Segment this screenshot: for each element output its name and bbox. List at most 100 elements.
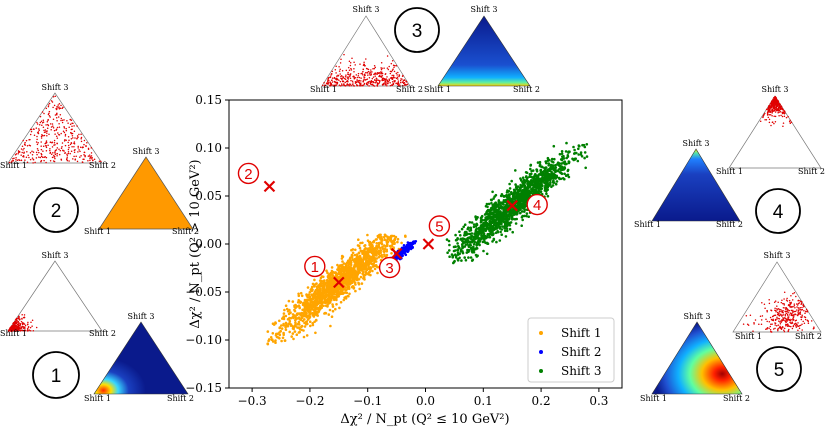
inset-point bbox=[69, 152, 71, 155]
data-point bbox=[307, 305, 310, 309]
data-point bbox=[364, 262, 368, 266]
legend-label-shift-2: Shift 2 bbox=[561, 345, 602, 359]
data-point bbox=[343, 280, 347, 283]
inset-point bbox=[71, 146, 73, 148]
data-point bbox=[486, 232, 490, 236]
data-point bbox=[542, 178, 546, 181]
inset-point bbox=[17, 321, 20, 323]
inset-point bbox=[339, 80, 342, 83]
data-point bbox=[278, 333, 282, 337]
data-point bbox=[390, 252, 393, 255]
data-point bbox=[474, 218, 478, 221]
inset-point bbox=[787, 314, 789, 317]
data-point bbox=[580, 155, 584, 158]
data-point bbox=[536, 161, 540, 164]
inset-point bbox=[762, 115, 764, 118]
data-point bbox=[463, 256, 467, 259]
data-point bbox=[284, 325, 287, 329]
inset-point bbox=[29, 158, 32, 161]
data-point bbox=[539, 169, 542, 172]
inset-point bbox=[778, 103, 781, 106]
data-point bbox=[505, 205, 508, 208]
inset-point bbox=[774, 300, 777, 302]
inset-2-heat-triangle: Shift 3 Shift 1 Shift 2 bbox=[84, 147, 199, 236]
inset-point bbox=[340, 75, 342, 78]
inset-point bbox=[779, 322, 782, 325]
inset-point bbox=[793, 291, 796, 294]
inset-point bbox=[363, 78, 365, 80]
inset-point bbox=[69, 118, 71, 121]
inset-point bbox=[347, 66, 350, 69]
inset-point bbox=[73, 141, 76, 143]
inset-point bbox=[47, 119, 49, 121]
inset-point bbox=[774, 96, 776, 98]
inset-point bbox=[366, 82, 369, 84]
data-point bbox=[457, 252, 460, 256]
inset-point bbox=[791, 321, 793, 323]
inset-point bbox=[58, 103, 61, 105]
data-point bbox=[361, 241, 364, 245]
inset-point bbox=[367, 68, 370, 71]
data-point bbox=[380, 239, 384, 242]
inset-point bbox=[22, 139, 24, 142]
inset-point bbox=[340, 83, 343, 85]
data-point bbox=[564, 174, 568, 177]
data-point bbox=[481, 240, 485, 244]
x-tick-label: 0.1 bbox=[474, 394, 493, 408]
inset-point bbox=[56, 119, 58, 122]
inset-point bbox=[28, 144, 31, 146]
inset-point bbox=[773, 122, 775, 125]
inset-point bbox=[372, 83, 374, 85]
inset-point bbox=[766, 113, 769, 116]
data-point bbox=[377, 255, 381, 259]
inset-point bbox=[335, 78, 337, 81]
data-point bbox=[303, 318, 306, 321]
inset-2-scatter-triangle: Shift 3 Shift 1 Shift 2 bbox=[0, 83, 116, 170]
data-point bbox=[308, 311, 312, 315]
inset-point bbox=[90, 152, 93, 154]
inset-point bbox=[355, 74, 358, 76]
inset-point bbox=[67, 136, 70, 138]
data-point bbox=[482, 236, 486, 239]
inset-point bbox=[380, 72, 382, 75]
inset-point bbox=[21, 325, 23, 328]
data-point bbox=[323, 299, 327, 303]
vertex-label-right: Shift 2 bbox=[513, 85, 540, 94]
inset-point bbox=[23, 329, 25, 332]
inset-point bbox=[32, 162, 34, 164]
inset-point bbox=[65, 127, 67, 130]
data-point bbox=[298, 317, 302, 321]
data-point bbox=[331, 279, 334, 282]
inset-point bbox=[327, 82, 330, 84]
inset-point bbox=[372, 81, 375, 84]
data-point bbox=[526, 189, 530, 193]
data-point bbox=[375, 238, 378, 241]
data-point bbox=[557, 176, 561, 180]
inset-point bbox=[52, 95, 55, 98]
inset-point bbox=[54, 143, 56, 146]
data-point bbox=[567, 160, 571, 163]
inset-point bbox=[345, 69, 348, 72]
inset-point bbox=[87, 147, 90, 150]
inset-point bbox=[23, 156, 25, 158]
inset-point bbox=[348, 60, 351, 62]
data-point bbox=[474, 229, 478, 233]
inset-point bbox=[347, 76, 350, 78]
data-point bbox=[493, 205, 497, 208]
data-point bbox=[325, 278, 329, 282]
data-point bbox=[538, 177, 542, 181]
inset-point bbox=[349, 77, 352, 79]
inset-point bbox=[58, 153, 61, 156]
data-point bbox=[404, 235, 407, 238]
data-point bbox=[484, 204, 488, 208]
inset-point bbox=[388, 65, 390, 68]
inset-2-number: 2 bbox=[51, 201, 62, 222]
inset-point bbox=[369, 82, 372, 84]
inset-point bbox=[799, 311, 802, 313]
inset-point bbox=[19, 323, 22, 326]
data-point bbox=[329, 324, 332, 328]
inset-point bbox=[89, 155, 91, 158]
legend-marker-shift-2 bbox=[539, 350, 543, 354]
inset-point bbox=[745, 315, 748, 317]
data-point bbox=[300, 316, 304, 320]
